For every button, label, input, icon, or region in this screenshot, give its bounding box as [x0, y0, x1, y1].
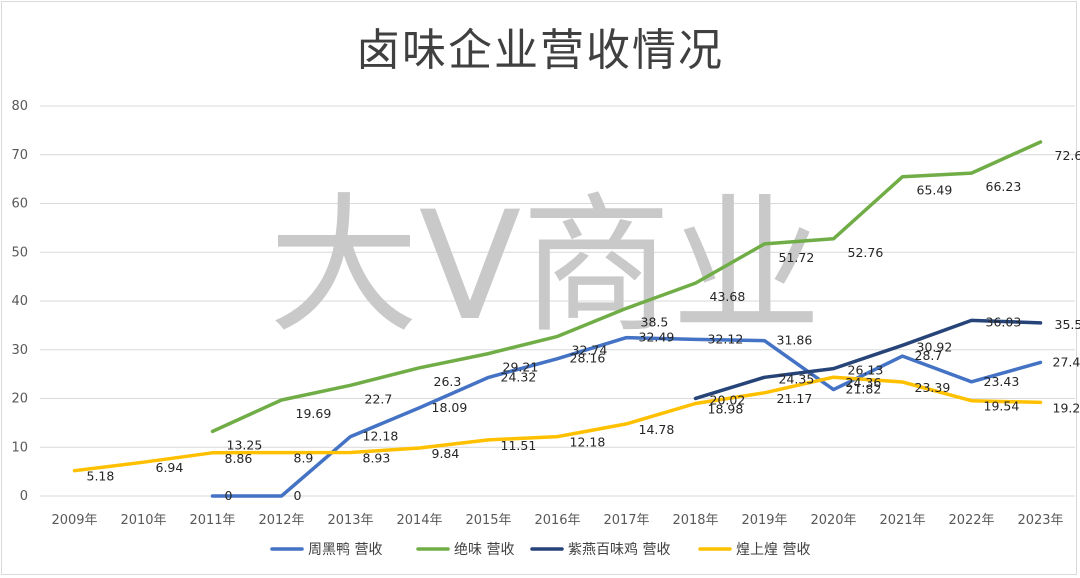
x-tick-label: 2015年	[465, 513, 511, 528]
y-tick-label: 80	[11, 99, 28, 114]
data-label: 8.93	[363, 450, 391, 465]
data-label: 11.51	[501, 438, 537, 453]
watermark: 大V商业	[269, 180, 822, 354]
data-label: 66.23	[986, 179, 1022, 194]
data-label: 31.86	[777, 333, 813, 348]
data-label: 0	[225, 488, 233, 503]
y-tick-label: 70	[11, 148, 28, 163]
data-label: 32.12	[708, 331, 744, 346]
data-label: 9.84	[432, 446, 460, 461]
x-tick-label: 2009年	[51, 513, 97, 528]
data-label: 21.82	[846, 382, 882, 397]
data-label: 51.72	[779, 250, 815, 265]
x-tick-label: 2018年	[672, 513, 718, 528]
data-label: 23.43	[984, 374, 1020, 389]
x-tick-label: 2014年	[396, 513, 442, 528]
x-tick-label: 2010年	[120, 513, 166, 528]
legend-entry: 周黑鸭 营收	[308, 542, 382, 558]
data-label: 19.69	[296, 406, 332, 421]
data-label: 52.76	[848, 245, 884, 260]
data-label: 14.78	[639, 422, 675, 437]
data-label: 32.49	[639, 330, 675, 345]
data-label: 65.49	[917, 183, 953, 198]
data-label: 21.17	[777, 391, 813, 406]
data-label: 36.03	[986, 314, 1022, 329]
data-label: 23.39	[915, 380, 951, 395]
data-labels: 0 0 12.18 18.09 24.32 28.16 32.49 32.12 31.86 21.…	[87, 148, 1080, 503]
series-lines	[72, 140, 1043, 498]
data-label: 24.32	[501, 369, 537, 384]
data-label: 13.25	[227, 437, 263, 452]
x-tick-label: 2023年	[1017, 513, 1063, 528]
data-label: 24.35	[779, 371, 815, 386]
x-tick-label: 2016年	[534, 513, 580, 528]
data-label: 22.7	[365, 391, 393, 406]
data-label: 28.7	[915, 348, 943, 363]
data-label: 32.74	[572, 342, 608, 357]
x-tick-label: 2021年	[879, 513, 925, 528]
x-tick-label: 2017年	[603, 513, 649, 528]
data-label: 28.16	[570, 351, 606, 366]
data-label: 20.02	[710, 392, 746, 407]
y-tick-label: 30	[11, 343, 28, 358]
data-label: 8.9	[294, 451, 314, 466]
legend: 周黑鸭 营收 绝味 营收 紫燕百味鸡 营收 煌上煌 营收	[270, 541, 810, 558]
data-label: 18.98	[708, 401, 744, 416]
legend-entry: 煌上煌 营收	[736, 542, 810, 558]
x-tick-label: 2011年	[189, 513, 235, 528]
data-label: 6.94	[156, 460, 184, 475]
x-tick-label: 2019年	[741, 513, 787, 528]
data-label: 12.18	[363, 429, 399, 444]
data-label: 27.4	[1053, 354, 1080, 369]
x-tick-label: 2022年	[948, 513, 994, 528]
data-label: 26.13	[848, 363, 884, 378]
y-tick-label: 60	[11, 197, 28, 212]
y-tick-label: 20	[11, 392, 28, 407]
y-tick-label: 10	[11, 440, 28, 455]
data-label: 5.18	[87, 469, 115, 484]
data-label: 8.86	[225, 451, 253, 466]
y-tick-label: 0	[20, 489, 28, 504]
y-tick-label: 40	[11, 294, 28, 309]
legend-entry: 绝味 营收	[454, 542, 514, 558]
data-label: 30.92	[917, 339, 953, 354]
data-label: 29.21	[503, 360, 539, 375]
data-label: 0	[294, 488, 302, 503]
legend-entry: 紫燕百味鸡 营收	[568, 541, 670, 558]
data-label: 38.5	[641, 314, 669, 329]
data-label: 26.3	[434, 374, 462, 389]
x-tick-label: 2013年	[327, 513, 373, 528]
data-label: 19.54	[984, 399, 1020, 414]
data-label: 18.09	[432, 400, 468, 415]
data-label: 12.18	[570, 435, 606, 450]
series-line	[72, 375, 1043, 473]
y-tick-label: 50	[11, 245, 28, 260]
data-label: 19.21	[1053, 400, 1080, 415]
axes: 0 10 20 30 40 50 60 70 80 2009年 2010年 2011年 2012年 201…	[11, 99, 1063, 528]
data-label: 72.61	[1055, 148, 1080, 163]
x-tick-label: 2012年	[258, 513, 304, 528]
data-label: 43.68	[710, 289, 746, 304]
data-label: 24.36	[846, 375, 882, 390]
series-line	[693, 318, 1043, 401]
chart-title: 卤味企业营收情况	[356, 25, 724, 76]
data-label: 35.5	[1055, 317, 1080, 332]
x-tick-label: 2020年	[810, 513, 856, 528]
